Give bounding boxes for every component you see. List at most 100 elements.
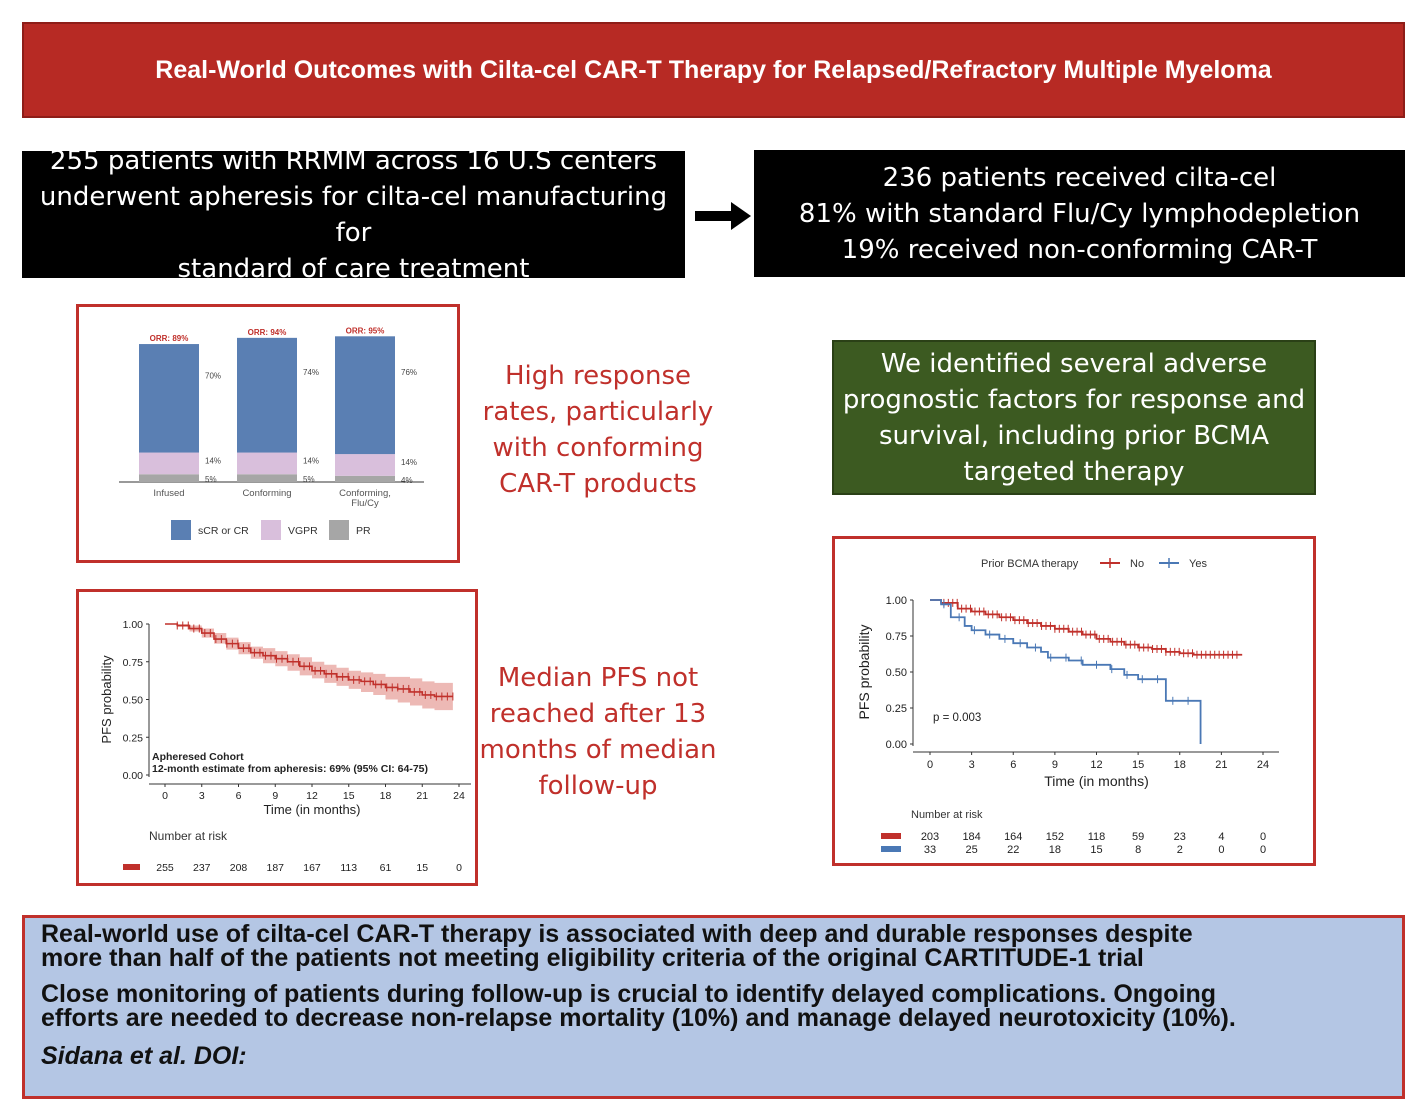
risk-count: 0	[456, 862, 462, 874]
risk-count: 118	[1088, 831, 1106, 843]
y-tick-label: 1.00	[886, 595, 907, 607]
response-callout: High response rates, particularly with c…	[478, 358, 718, 502]
page-title: Real-World Outcomes with Cilta-cel CAR-T…	[155, 55, 1272, 84]
category-label: Conforming	[242, 488, 291, 499]
response-line-2: rates, particularly	[482, 397, 714, 427]
pfs-chart-frame: 0.00 0.25 0.50 0.75 1.00 0 3 6 9 12 15 18 21 24 Time (…	[76, 589, 478, 886]
x-tick-label: 0	[927, 759, 933, 771]
cohort-line-1: 255 patients with RRMM across 16 U.S cen…	[49, 145, 658, 176]
x-tick-label: 0	[162, 790, 168, 802]
x-tick-label: 15	[343, 790, 355, 802]
risk-count: 18	[1049, 844, 1061, 856]
orr-annotation: ORR: 89%	[150, 334, 189, 343]
km-curve-yes	[930, 599, 1202, 744]
response-line-1: High response	[504, 361, 692, 391]
legend-label: Yes	[1189, 558, 1207, 570]
bar-data-label: 5%	[303, 475, 315, 484]
risk-count: 152	[1046, 831, 1064, 843]
bar-data-label: 14%	[205, 456, 221, 465]
legend-label: PR	[356, 525, 371, 537]
bar-scr-or-cr	[335, 336, 395, 455]
conclusion-1-line-2: more than half of the patients not meeti…	[41, 944, 1144, 972]
conclusion-2-line-1: Close monitoring of patients during foll…	[41, 980, 1217, 1008]
risk-count: 237	[193, 862, 211, 874]
risk-row-swatch	[881, 833, 901, 839]
bar-scr-or-cr	[139, 344, 199, 453]
y-tick-label: 0.25	[886, 703, 907, 715]
risk-count: 208	[230, 862, 248, 874]
prognostic-line-3: survival, including prior BCMA	[878, 420, 1270, 451]
pfs-line-3: months of median	[479, 735, 717, 765]
bar-data-label: 76%	[401, 368, 417, 377]
x-tick-label: 6	[1010, 759, 1016, 771]
risk-count: 0	[1218, 844, 1224, 856]
risk-count: 0	[1260, 844, 1266, 856]
treatment-summary-box: 236 patients received cilta-cel 81% with…	[754, 150, 1405, 277]
risk-table-title: Number at risk	[911, 809, 983, 821]
pfs-line-4: follow-up	[538, 771, 658, 801]
risk-count: 255	[156, 862, 174, 874]
risk-count: 164	[1004, 831, 1022, 843]
prognostic-line-4: targeted therapy	[963, 456, 1185, 487]
risk-count: 4	[1218, 831, 1224, 843]
right-arrow-icon	[695, 202, 751, 230]
bar-data-label: 70%	[205, 371, 221, 380]
legend-label: VGPR	[288, 525, 318, 537]
x-tick-label: 6	[236, 790, 242, 802]
risk-table-title: Number at risk	[149, 829, 228, 843]
pfs-line-2: reached after 13	[489, 699, 707, 729]
y-tick-label: 0.50	[123, 695, 144, 707]
response-bar-chart: 5% 14% 70% ORR: 89% Infused 5% 14% 74% ORR: 94% C…	[119, 326, 424, 540]
risk-count: 187	[266, 862, 284, 874]
bar-data-label: 5%	[205, 475, 217, 484]
conclusion-2-line-2: efforts are needed to decrease non-relap…	[41, 1004, 1236, 1032]
risk-count: 33	[924, 844, 936, 856]
y-tick-label: 0.00	[886, 739, 907, 751]
response-line-3: with conforming	[492, 433, 704, 463]
km-curve-no	[930, 599, 1243, 656]
risk-row-swatch	[881, 846, 901, 852]
risk-count: 15	[416, 862, 428, 874]
p-value-label: p = 0.003	[933, 712, 981, 724]
treatment-line-3: 19% received non-conforming CAR-T	[841, 234, 1318, 265]
citation: Sidana et al. DOI:	[41, 1042, 247, 1070]
legend-title: Prior BCMA therapy	[981, 558, 1079, 570]
legend-label: sCR or CR	[198, 525, 249, 537]
legend-label: No	[1130, 558, 1144, 570]
category-label: Infused	[153, 488, 184, 499]
y-tick-label: 0.75	[886, 631, 907, 643]
bar-scr-or-cr	[237, 337, 297, 453]
risk-count: 167	[303, 862, 321, 874]
orr-annotation: ORR: 94%	[248, 328, 287, 337]
risk-count: 22	[1007, 844, 1019, 856]
pfs-callout: Median PFS not reached after 13 months o…	[478, 660, 718, 804]
bcma-km-chart-frame: Prior BCMA therapy No Yes 0.00 0.25 0.50 0.75 1…	[832, 536, 1316, 866]
bar-data-label: 74%	[303, 368, 319, 377]
legend-swatch	[261, 520, 281, 540]
bar-vgpr	[335, 454, 395, 476]
bcma-km-chart: Prior BCMA therapy No Yes 0.00 0.25 0.50 0.75 1…	[856, 558, 1279, 856]
y-tick-label: 1.00	[123, 619, 144, 631]
bar-data-label: 14%	[303, 456, 319, 465]
x-tick-label: 18	[1174, 759, 1186, 771]
bar-pr	[237, 474, 297, 482]
risk-count: 15	[1090, 844, 1102, 856]
treatment-line-1: 236 patients received cilta-cel	[882, 162, 1277, 193]
x-axis-title: Time (in months)	[1044, 773, 1149, 789]
y-tick-label: 0.50	[886, 667, 907, 679]
treatment-line-2: 81% with standard Flu/Cy lymphodepletion	[798, 198, 1361, 229]
y-tick-label: 0.75	[123, 657, 144, 669]
category-label: Conforming,	[339, 488, 391, 499]
legend-swatch	[171, 520, 191, 540]
x-axis-title: Time (in months)	[263, 802, 360, 817]
risk-count: 23	[1174, 831, 1186, 843]
conclusion-1-line-1: Real-world use of cilta-cel CAR-T therap…	[41, 920, 1193, 948]
prognostic-factors-box: We identified several adverse prognostic…	[832, 340, 1316, 495]
x-tick-label: 21	[416, 790, 428, 802]
prognostic-line-1: We identified several adverse	[880, 348, 1268, 379]
cohort-annotation-title: Apheresed Cohort	[152, 751, 244, 763]
conclusion-1: Real-world use of cilta-cel CAR-T therap…	[41, 920, 1386, 972]
x-tick-label: 18	[380, 790, 392, 802]
x-tick-label: 15	[1132, 759, 1144, 771]
cohort-line-2: underwent apheresis for cilta-cel manufa…	[39, 181, 668, 248]
